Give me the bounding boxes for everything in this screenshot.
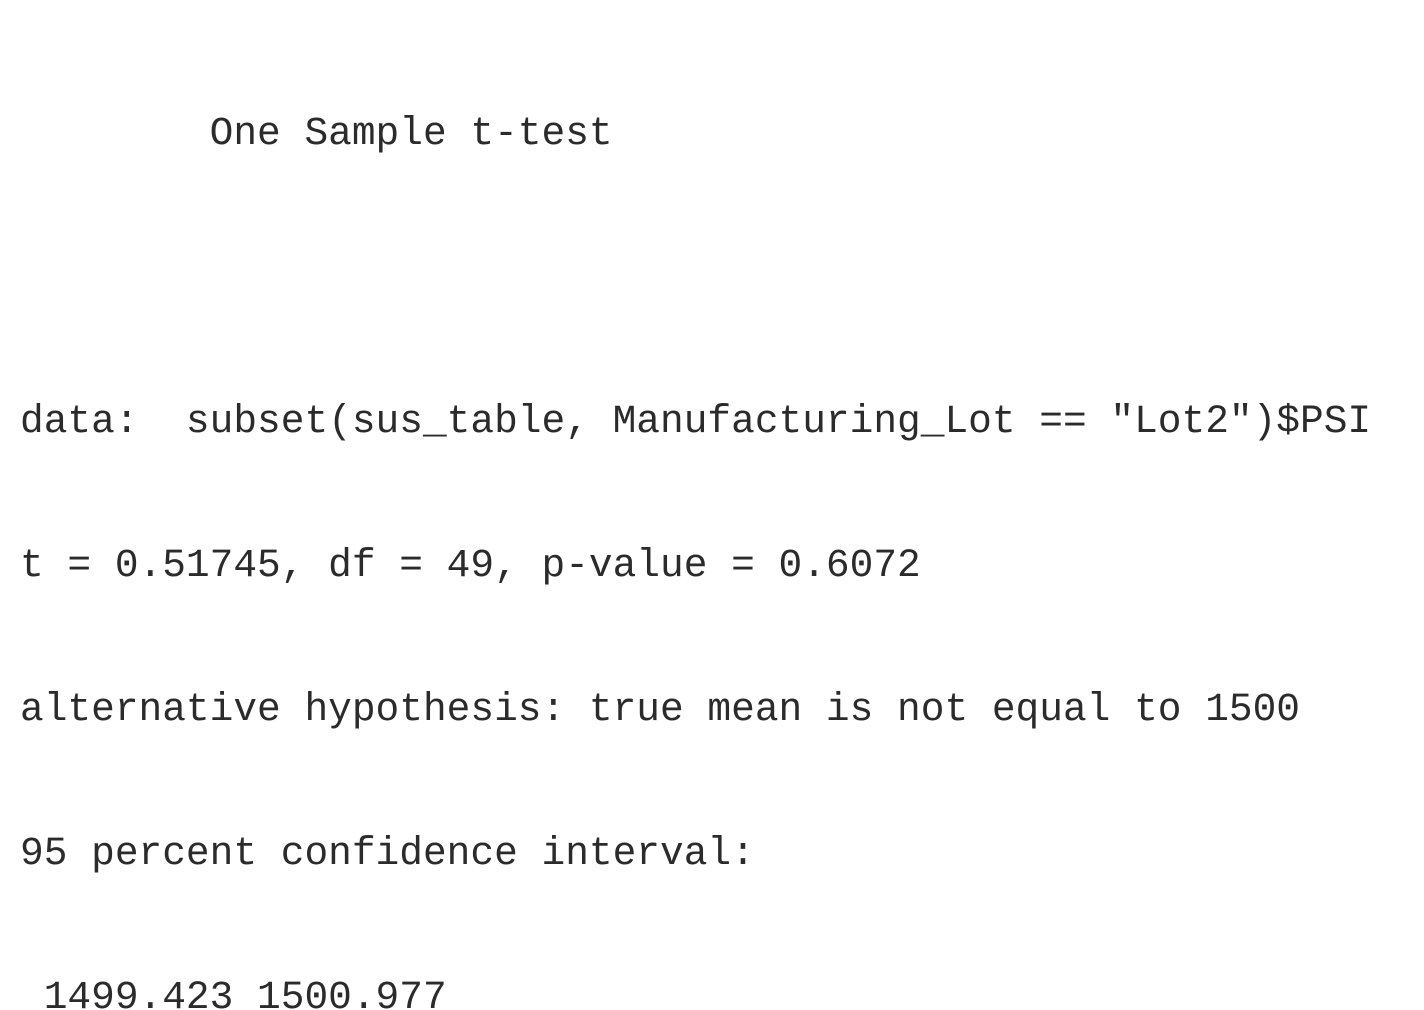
confidence-interval-label: 95 percent confidence interval:: [20, 831, 755, 876]
blank-line: [20, 254, 1424, 302]
test-statistics-line: t = 0.51745, df = 49, p-value = 0.6072: [20, 543, 921, 588]
test-title: One Sample t-test: [20, 111, 613, 156]
alternative-hypothesis-line: alternative hypothesis: true mean is not…: [20, 687, 1301, 732]
confidence-interval-values: 1499.423 1500.977: [20, 975, 447, 1010]
r-console-output: One Sample t-test data: subset(sus_table…: [20, 14, 1424, 1010]
data-line: data: subset(sus_table, Manufacturing_Lo…: [20, 399, 1372, 444]
